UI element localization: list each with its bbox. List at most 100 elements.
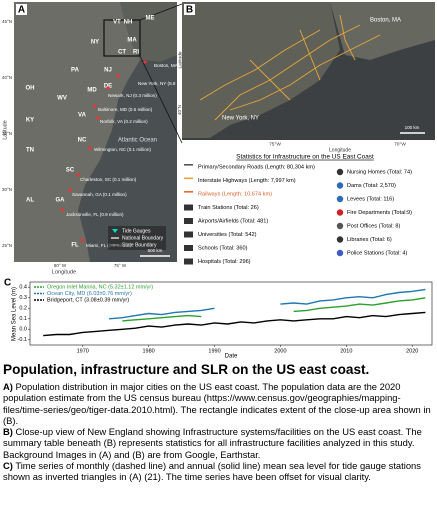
x-tick-label: 2000	[274, 348, 286, 354]
y-tick-label: 30°N	[2, 187, 12, 192]
stats-item: Post Offices (Total: 8)	[347, 223, 401, 229]
y-tick-label: 40°N	[2, 75, 12, 80]
city-marker	[88, 146, 92, 150]
scale-label: 500 km	[148, 248, 163, 253]
city-marker	[68, 188, 72, 192]
y-axis-label: Mean Sea Level (m)	[12, 287, 18, 341]
series-line	[43, 311, 426, 337]
x-tick-label: 1970	[77, 348, 89, 354]
state-label: AL	[26, 198, 34, 204]
legend-symbol	[184, 191, 193, 193]
land	[14, 2, 140, 262]
city-marker	[143, 60, 147, 64]
legend-symbol	[336, 222, 344, 230]
y-tick-label: -0.1	[18, 337, 27, 343]
city-label: Wilmington, NC (0.1 million)	[94, 147, 151, 152]
state-label: VT	[113, 20, 121, 26]
state-label: ME	[146, 16, 155, 22]
legend-symbol	[184, 245, 193, 251]
city-marker	[93, 104, 97, 108]
y-tick-label: 25°N	[2, 243, 12, 248]
state-label: VA	[78, 113, 87, 119]
plot-frame	[29, 281, 433, 346]
city-label: Charleston, SC (0.1 million)	[80, 177, 137, 182]
stats-item: Hospitals (Total: 296)	[198, 259, 251, 265]
y-tick-label: 0.2	[19, 306, 27, 312]
land	[182, 2, 340, 138]
x-tick-label: 80° W	[54, 263, 67, 268]
caption-paragraph: B) Close-up view of New England showing …	[3, 426, 435, 460]
city-marker	[116, 74, 120, 78]
legend-label: Tide Gauges	[122, 228, 151, 234]
state-label: FL	[71, 243, 79, 249]
city-marker	[80, 238, 84, 242]
series-line	[109, 288, 426, 320]
y-axis-label: Latitude	[177, 51, 183, 68]
state-label: RI	[133, 50, 139, 56]
stats-item: Primary/Secondary Roads (Length: 80,304 …	[198, 164, 315, 170]
y-tick-label: 35°N	[2, 131, 12, 136]
state-label: GA	[56, 198, 66, 204]
connector	[139, 3, 183, 21]
stats-item: Interstate Highways (Length: 7,997 km)	[198, 178, 296, 184]
city-marker	[106, 86, 110, 90]
extent-box	[103, 19, 141, 57]
city-label: Savannah, GA (0.1 million)	[72, 192, 127, 197]
caption-paragraph: C) Time series of monthly (dashed line) …	[3, 460, 435, 483]
panel-letter: C	[4, 278, 11, 289]
state-label: MD	[87, 88, 97, 94]
road	[214, 24, 361, 121]
y-tick-label: 0.4	[19, 285, 27, 291]
caption-label: A)	[3, 381, 13, 392]
legend-symbol	[336, 209, 344, 216]
city-label: Baltimore, MD (0.5 million)	[98, 107, 153, 112]
state-label: WV	[57, 96, 67, 102]
legend-symbol	[184, 177, 193, 180]
x-tick-label: 2020	[406, 348, 418, 354]
x-tick-label: 75°W	[269, 141, 281, 147]
stats-item: Fire Departments (Total:9)	[347, 210, 412, 216]
state-label: MA	[127, 38, 137, 44]
caption-text: Time series of monthly (dashed line) and…	[3, 460, 421, 483]
panel-letter-box	[16, 4, 27, 15]
road	[249, 14, 356, 101]
stats-item: Train Stations (Total: 26)	[198, 205, 259, 211]
legend-symbol	[112, 229, 118, 233]
city-label: Boston, MA	[370, 18, 401, 24]
caption-text: Population distribution in major cities …	[3, 381, 431, 426]
roads	[199, 14, 381, 121]
y-tick-label: 0.1	[19, 316, 27, 322]
road	[229, 34, 381, 111]
caption-label: C)	[3, 460, 13, 472]
y-tick-label: 45°N	[2, 19, 12, 24]
caption-title: Population, infrastructure and SLR on th…	[3, 362, 370, 377]
legend-symbol	[184, 218, 193, 224]
y-axis-label: Latitude	[2, 120, 8, 140]
stats-item: Railways (Length: 10,674 km)	[198, 191, 272, 197]
state-label: NH	[124, 20, 133, 26]
x-tick-label: 70°W	[394, 141, 406, 147]
legend-label: State Boundary	[122, 242, 157, 248]
state-label: TN	[26, 148, 34, 154]
connector	[139, 55, 183, 144]
legend-symbol	[336, 249, 344, 257]
state-label: NY	[91, 40, 99, 46]
x-axis-label: Date	[225, 354, 238, 360]
stats-item: Airports/Airfields (Total: 481)	[198, 218, 268, 224]
legend-symbol	[184, 164, 193, 166]
x-tick-label: 75° W	[114, 263, 127, 268]
land	[330, 2, 435, 60]
stats-item: Universities (Total: 542)	[198, 232, 257, 238]
x-tick-label: 1990	[208, 348, 220, 354]
x-axis-label: Longitude	[329, 147, 351, 153]
stats-item: Dams (Total: 2,570)	[347, 183, 396, 189]
scale-label: 100 km	[405, 125, 420, 130]
city-label: Newark, NJ (0.3 million)	[108, 93, 157, 98]
state-label: OH	[26, 86, 35, 92]
state-label: CT	[118, 50, 126, 56]
city-marker	[96, 116, 100, 120]
city-marker	[60, 208, 64, 212]
state-label: NC	[78, 138, 87, 144]
figure-graphics: A 45°N 40°N 35°N 30°N 25°N 80° W 75° W VT NH ME N…	[2, 2, 435, 360]
city-label: New York, NY	[222, 116, 259, 122]
